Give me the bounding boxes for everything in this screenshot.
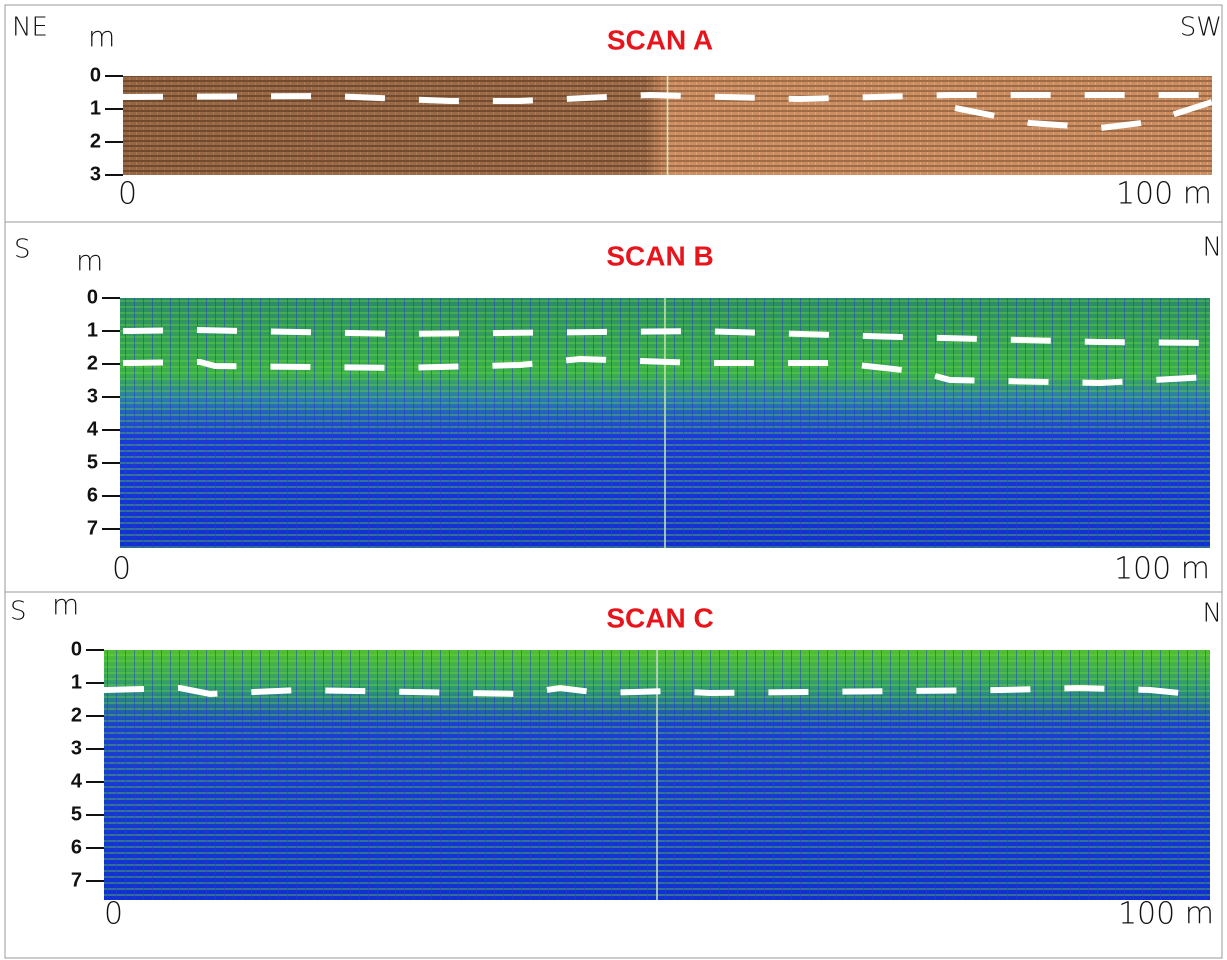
x-start-label: 0 (118, 177, 137, 212)
figure: SCAN ANESWm01230100 mSCAN BSNm0123456701… (0, 0, 1227, 960)
x-end-label: 100 m (1116, 177, 1212, 212)
depth-tick-label: 0 (87, 286, 98, 308)
depth-tick-label: 7 (87, 517, 98, 539)
depth-tick-label: 3 (71, 737, 82, 759)
right-direction: N (1203, 599, 1222, 629)
depth-tick-label: 1 (90, 97, 101, 119)
depth-tick-label: 7 (71, 869, 82, 891)
depth-tick-label: 4 (71, 770, 83, 792)
right-direction: SW (1180, 13, 1222, 43)
left-direction: NE (12, 13, 48, 43)
depth-tick-label: 6 (71, 836, 82, 858)
depth-tick-label: 6 (87, 484, 98, 506)
x-end-label: 100 m (1118, 897, 1214, 932)
depth-tick-label: 3 (90, 163, 101, 185)
depth-tick-label: 2 (71, 704, 82, 726)
left-direction: S (14, 235, 31, 265)
right-direction: N (1203, 233, 1222, 263)
scan-title: SCAN B (606, 240, 713, 271)
depth-tick-label: 0 (90, 64, 101, 86)
depth-tick-label: 5 (87, 451, 98, 473)
scan-title: SCAN C (606, 602, 713, 633)
x-start-label: 0 (104, 897, 123, 932)
depth-tick-label: 1 (71, 671, 82, 693)
depth-tick-label: 2 (87, 352, 98, 374)
depth-tick-label: 3 (87, 385, 98, 407)
depth-tick-label: 4 (87, 418, 99, 440)
x-start-label: 0 (112, 552, 131, 587)
depth-tick-label: 5 (71, 803, 82, 825)
depth-unit: m (76, 244, 103, 277)
left-direction: S (10, 597, 27, 627)
depth-unit: m (52, 588, 79, 621)
depth-tick-label: 1 (87, 319, 98, 341)
depth-tick-label: 2 (90, 130, 101, 152)
x-end-label: 100 m (1114, 552, 1210, 587)
depth-tick-label: 0 (71, 638, 82, 660)
scan-title: SCAN A (607, 24, 713, 55)
depth-unit: m (88, 20, 115, 53)
